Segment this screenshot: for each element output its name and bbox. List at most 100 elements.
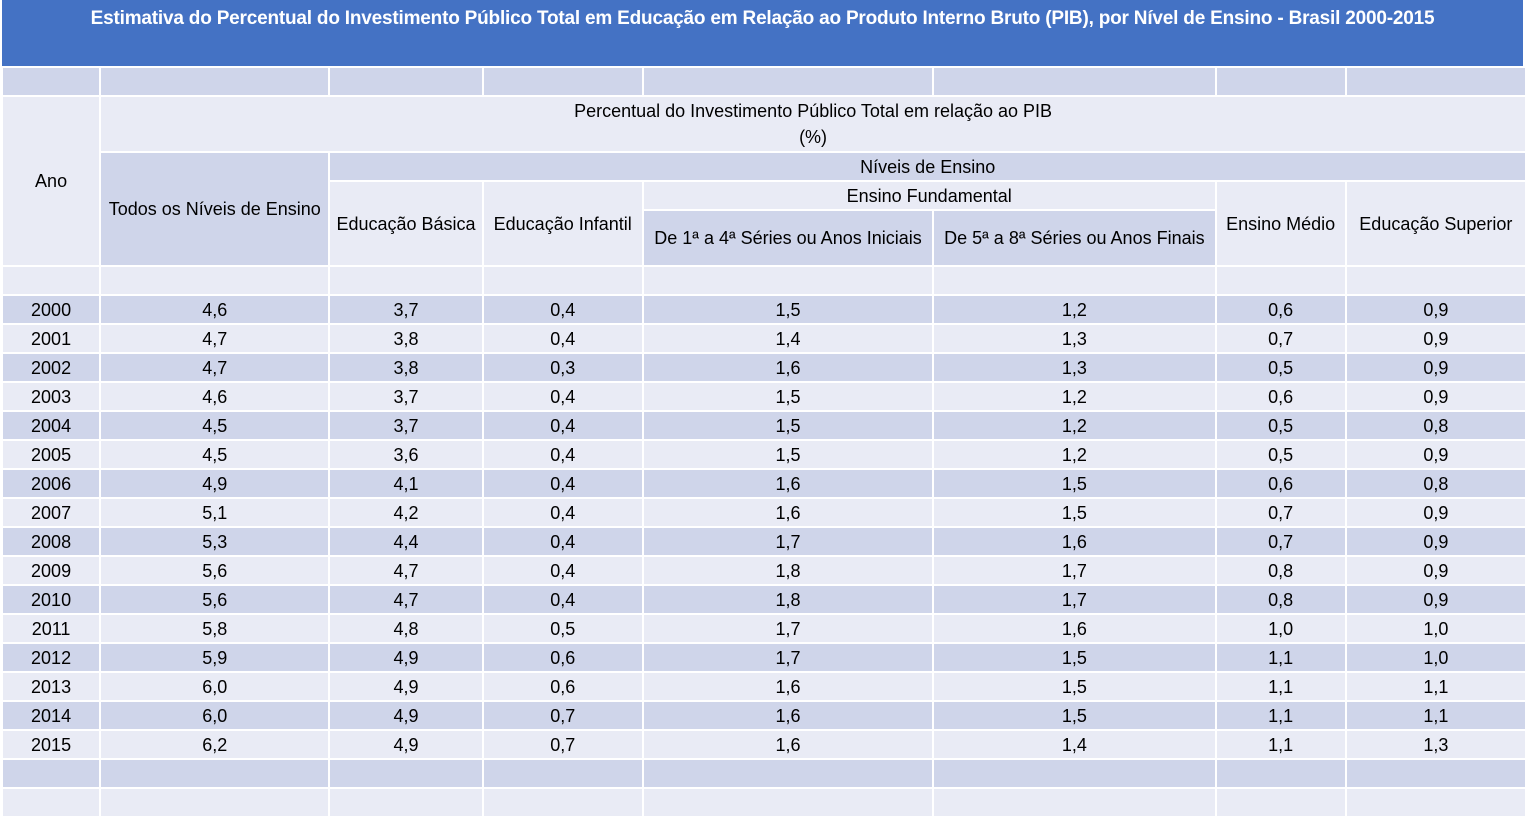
empty-cell bbox=[643, 267, 933, 294]
value-cell: 1,6 bbox=[643, 673, 933, 700]
value-cell: 1,6 bbox=[934, 615, 1215, 642]
year-cell: 2014 bbox=[3, 702, 100, 729]
empty-cell bbox=[643, 760, 933, 787]
value-cell: 5,8 bbox=[101, 615, 329, 642]
value-cell: 1,5 bbox=[643, 412, 933, 439]
data-row: 2001 4,7 3,8 0,4 1,4 1,3 0,7 0,9 bbox=[3, 325, 1525, 352]
value-cell: 0,8 bbox=[1216, 557, 1345, 584]
value-cell: 1,4 bbox=[643, 325, 933, 352]
data-row: 2010 5,6 4,7 0,4 1,8 1,7 0,8 0,9 bbox=[3, 586, 1525, 613]
empty-cell bbox=[1346, 267, 1525, 294]
value-cell: 0,4 bbox=[483, 383, 642, 410]
empty-row bbox=[3, 789, 1525, 816]
value-cell: 0,4 bbox=[483, 296, 642, 323]
value-cell: 0,4 bbox=[483, 441, 642, 468]
value-cell: 0,8 bbox=[1216, 586, 1345, 613]
empty-cell bbox=[3, 760, 100, 787]
value-cell: 0,7 bbox=[1216, 325, 1345, 352]
data-row: 2004 4,5 3,7 0,4 1,5 1,2 0,5 0,8 bbox=[3, 412, 1525, 439]
value-cell: 4,7 bbox=[101, 354, 329, 381]
empty-cell bbox=[934, 68, 1215, 95]
empty-cell bbox=[1346, 760, 1525, 787]
value-cell: 4,2 bbox=[330, 499, 482, 526]
header-row: Todos os Níveis de Ensino Níveis de Ensi… bbox=[3, 153, 1525, 265]
empty-cell bbox=[330, 267, 482, 294]
value-cell: 0,9 bbox=[1346, 586, 1525, 613]
value-cell: 1,5 bbox=[643, 383, 933, 410]
empty-cell bbox=[483, 760, 642, 787]
value-cell: 5,1 bbox=[101, 499, 329, 526]
value-cell: 0,6 bbox=[1216, 383, 1345, 410]
value-cell: 0,9 bbox=[1346, 528, 1525, 555]
value-cell: 1,1 bbox=[1216, 673, 1345, 700]
value-cell: 0,3 bbox=[483, 354, 642, 381]
header-cell: De 5ª a 8ª Séries ou Anos Finais bbox=[934, 211, 1215, 265]
header-cell: Educação Superior bbox=[1346, 182, 1525, 265]
value-cell: 0,6 bbox=[1216, 470, 1345, 497]
value-cell: 1,1 bbox=[1346, 673, 1525, 700]
value-cell: 4,5 bbox=[101, 412, 329, 439]
empty-cell bbox=[1346, 789, 1525, 816]
empty-cell bbox=[1346, 68, 1525, 95]
header-text: Ensino Médio bbox=[1226, 213, 1336, 234]
value-cell: 1,2 bbox=[934, 296, 1215, 323]
value-cell: 1,6 bbox=[643, 499, 933, 526]
header-cell: Ano bbox=[3, 97, 100, 265]
value-cell: 0,4 bbox=[483, 412, 642, 439]
value-cell: 0,9 bbox=[1346, 325, 1525, 352]
value-cell: 4,9 bbox=[330, 673, 482, 700]
value-cell: 0,5 bbox=[1216, 412, 1345, 439]
value-cell: 0,8 bbox=[1346, 470, 1525, 497]
value-cell: 1,7 bbox=[643, 644, 933, 671]
value-cell: 4,9 bbox=[330, 731, 482, 758]
year-cell: 2010 bbox=[3, 586, 100, 613]
value-cell: 1,0 bbox=[1216, 615, 1345, 642]
empty-cell bbox=[483, 68, 642, 95]
value-cell: 4,8 bbox=[330, 615, 482, 642]
header-text: Educação Básica bbox=[336, 213, 476, 234]
value-cell: 4,7 bbox=[330, 557, 482, 584]
value-cell: 3,6 bbox=[330, 441, 482, 468]
empty-cell bbox=[934, 760, 1215, 787]
value-cell: 1,0 bbox=[1346, 644, 1525, 671]
value-cell: 3,7 bbox=[330, 383, 482, 410]
empty-cell bbox=[483, 267, 642, 294]
value-cell: 0,7 bbox=[483, 702, 642, 729]
value-cell: 3,8 bbox=[330, 354, 482, 381]
value-cell: 1,7 bbox=[643, 615, 933, 642]
value-cell: 1,2 bbox=[934, 441, 1215, 468]
empty-cell bbox=[1216, 760, 1345, 787]
value-cell: 1,2 bbox=[934, 412, 1215, 439]
value-cell: 1,8 bbox=[643, 586, 933, 613]
table-title: Estimativa do Percentual do Investimento… bbox=[2, 0, 1523, 66]
empty-row bbox=[3, 267, 1525, 294]
data-row: 2006 4,9 4,1 0,4 1,6 1,5 0,6 0,8 bbox=[3, 470, 1525, 497]
empty-cell bbox=[1216, 68, 1345, 95]
year-cell: 2004 bbox=[3, 412, 100, 439]
header-row: Educação Básica Educação Infantil Ensino… bbox=[3, 182, 1525, 265]
header-text: (%) bbox=[799, 127, 828, 147]
value-cell: 1,3 bbox=[934, 354, 1215, 381]
value-cell: 1,5 bbox=[934, 499, 1215, 526]
data-row: 2007 5,1 4,2 0,4 1,6 1,5 0,7 0,9 bbox=[3, 499, 1525, 526]
value-cell: 0,5 bbox=[483, 615, 642, 642]
value-cell: 0,4 bbox=[483, 325, 642, 352]
year-cell: 2012 bbox=[3, 644, 100, 671]
header-text: Percentual do Investimento Público Total… bbox=[574, 101, 1053, 121]
value-cell: 4,5 bbox=[101, 441, 329, 468]
year-cell: 2015 bbox=[3, 731, 100, 758]
value-cell: 1,5 bbox=[934, 673, 1215, 700]
year-cell: 2008 bbox=[3, 528, 100, 555]
header-text: De 5ª a 8ª Séries ou Anos Finais bbox=[944, 228, 1205, 248]
header-cell: Educação Básica bbox=[330, 182, 482, 265]
value-cell: 0,9 bbox=[1346, 296, 1525, 323]
table-body: Ano Percentual do Investimento Público T… bbox=[3, 68, 1525, 816]
year-cell: 2009 bbox=[3, 557, 100, 584]
empty-cell bbox=[1216, 267, 1345, 294]
year-cell: 2000 bbox=[3, 296, 100, 323]
header-cell: Níveis de Ensino bbox=[330, 153, 1525, 180]
value-cell: 1,6 bbox=[643, 354, 933, 381]
value-cell: 5,6 bbox=[101, 557, 329, 584]
empty-cell bbox=[101, 789, 329, 816]
value-cell: 4,9 bbox=[330, 644, 482, 671]
